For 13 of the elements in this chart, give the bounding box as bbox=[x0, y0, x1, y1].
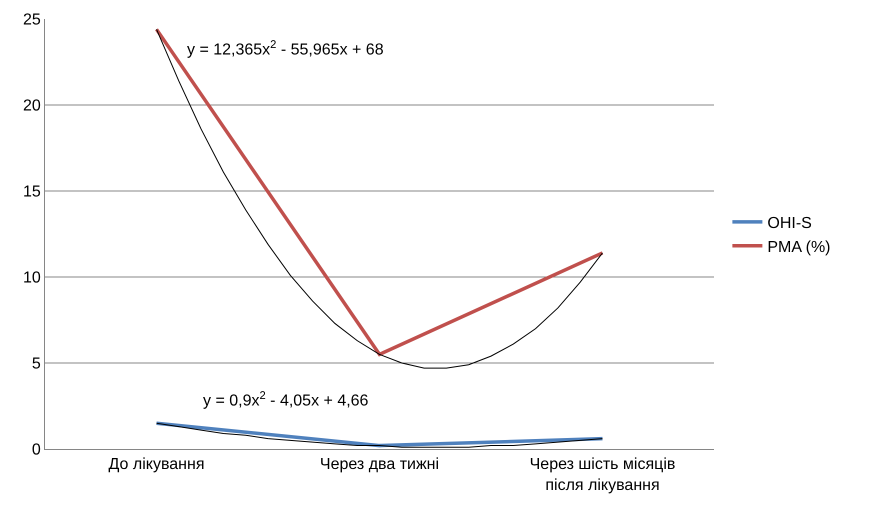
y-tick-label: 25 bbox=[23, 12, 41, 29]
y-tick-label: 20 bbox=[23, 98, 41, 115]
legend-label: PMA (%) bbox=[767, 238, 831, 256]
y-tick-label: 10 bbox=[23, 270, 41, 287]
y-tick-label: 5 bbox=[32, 356, 41, 373]
x-tick-label: До лікування bbox=[108, 456, 204, 474]
legend-label: OHI-S bbox=[767, 215, 812, 232]
x-tick-label: Через шість місяців після лікування bbox=[530, 456, 676, 494]
y-tick-label: 0 bbox=[32, 442, 41, 459]
y-tick-label: 15 bbox=[23, 184, 41, 201]
annotation: y = 12,365x$^{2}$ - 55,965x + 68 bbox=[187, 39, 384, 59]
x-tick-label: Через два тижні bbox=[320, 456, 440, 474]
annotation: y = 0,9x$^{2}$ - 4,05x + 4,66 bbox=[203, 390, 369, 410]
